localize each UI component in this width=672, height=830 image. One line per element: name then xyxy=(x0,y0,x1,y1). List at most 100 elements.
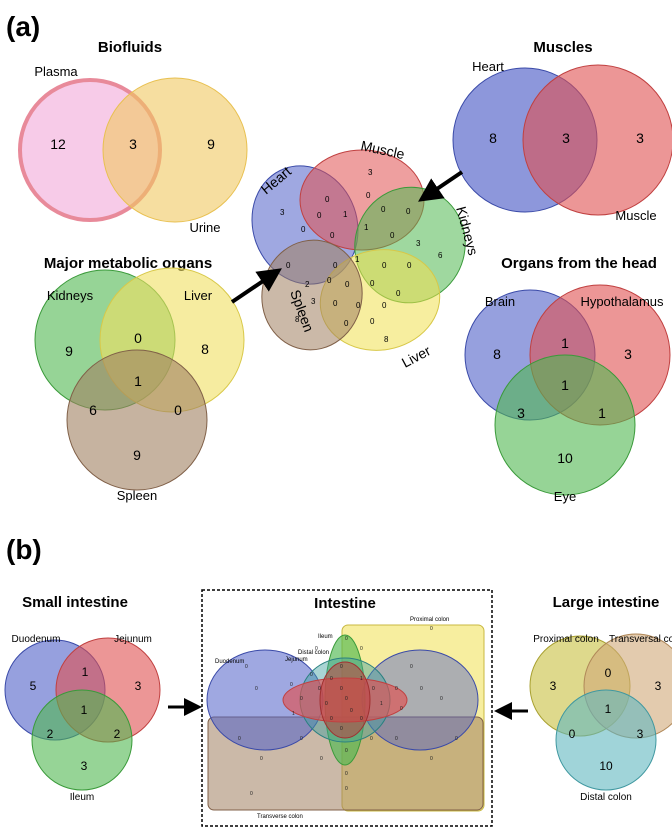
intestine-count: 0 xyxy=(330,676,333,682)
five-count: 0 xyxy=(330,231,335,240)
brain-label: Brain xyxy=(485,294,515,309)
plasma-label: Plasma xyxy=(34,64,78,79)
five-count: 0 xyxy=(317,211,322,220)
intestine-count: 0 xyxy=(345,786,348,792)
head-count-eye: 10 xyxy=(557,450,573,466)
kidneys-label: Kidneys xyxy=(47,288,94,303)
intestine-count: 0 xyxy=(360,716,363,722)
five-count: 0 xyxy=(333,299,338,308)
intestine-label-proximal-colon: Proximal colon xyxy=(410,617,449,623)
five-count: 0 xyxy=(390,231,395,240)
spleen-circle xyxy=(66,349,208,491)
ileum-circle xyxy=(31,689,133,791)
intestine-count: 0 xyxy=(300,736,303,742)
five-way-venn: Heart Muscle Kidneys Liver Spleen 3 3 6 … xyxy=(251,137,481,371)
five-count: 0 xyxy=(327,276,332,285)
transversal-colon-label: Transversal colon xyxy=(609,634,672,645)
urine-circle xyxy=(102,77,248,223)
small-intestine-title: Small intestine xyxy=(22,594,128,611)
five-count: 0 xyxy=(381,205,386,214)
five-count: 0 xyxy=(344,319,349,328)
intestine-count: 0 xyxy=(320,756,323,762)
large-count-proximal-distal: 0 xyxy=(569,727,576,741)
large-count-transversal: 3 xyxy=(655,679,662,693)
intestine-count: 0 xyxy=(260,756,263,762)
intestine-count: 0 xyxy=(372,686,375,692)
intestine-count: 0 xyxy=(310,672,313,678)
intestine-title: Intestine xyxy=(314,595,376,612)
spleen-label: Spleen xyxy=(117,488,157,503)
intestine-count: 1 xyxy=(380,701,383,707)
small-count-duodenum-ileum: 2 xyxy=(47,727,54,741)
five-count: 0 xyxy=(356,301,361,310)
small-count-jejunum-ileum: 2 xyxy=(114,727,121,741)
muscle-circle xyxy=(522,64,672,216)
head-count-brain-hypothalamus: 1 xyxy=(561,335,569,351)
large-count-proximal-transversal: 0 xyxy=(605,666,612,680)
proximal-colon-label: Proximal colon xyxy=(533,634,599,645)
metabolic-count-kidneys-liver: 0 xyxy=(134,330,142,346)
intestine-count: 0 xyxy=(238,736,241,742)
arrow-muscles-to-five xyxy=(418,170,464,202)
large-count-proximal: 3 xyxy=(550,679,557,693)
five-count: 0 xyxy=(301,225,306,234)
panel-a-label: (a) xyxy=(6,11,40,42)
urine-label: Urine xyxy=(189,220,220,235)
intestine-count: 0 xyxy=(250,791,253,797)
heart-label: Heart xyxy=(472,59,504,74)
intestine-count: 0 xyxy=(300,696,303,702)
head-count-hypothalamus: 3 xyxy=(624,346,632,362)
intestine-count: 0 xyxy=(395,686,398,692)
small-intestine-venn: Small intestine Duodenum Jejunum Ileum 5… xyxy=(4,594,161,803)
five-count: 0 xyxy=(333,261,338,270)
distal-colon-circle xyxy=(555,689,657,791)
five-count: 0 xyxy=(382,301,387,310)
urine-only-count: 9 xyxy=(207,136,215,152)
duodenum-label: Duodenum xyxy=(12,634,61,645)
intestine-label-duodenum: Duodenum xyxy=(215,659,244,665)
five-count: 0 xyxy=(370,279,375,288)
five-count: 6 xyxy=(438,251,443,260)
intestine-count: 0 xyxy=(420,686,423,692)
metabolic-count-spleen: 9 xyxy=(133,447,141,463)
muscles-venn: Muscles Heart Muscle 8 3 3 xyxy=(452,39,672,223)
five-count: 2 xyxy=(305,280,310,289)
five-count: 8 xyxy=(295,315,300,324)
intestine-count: 0 xyxy=(430,756,433,762)
intestine-count: 0 xyxy=(440,696,443,702)
head-title: Organs from the head xyxy=(501,255,657,272)
liver-label: Liver xyxy=(184,288,213,303)
small-count-duodenum-jejunum: 1 xyxy=(82,665,89,679)
metabolic-count-kidneys: 9 xyxy=(65,343,73,359)
biofluids-venn: Biofluids Plasma Urine 12 3 9 xyxy=(18,39,248,235)
five-count: 3 xyxy=(416,239,421,248)
biofluids-shared-count: 3 xyxy=(129,136,137,152)
intestine-count: 0 xyxy=(455,736,458,742)
five-count: 0 xyxy=(345,280,350,289)
intestine-count: 0 xyxy=(400,706,403,712)
five-count: 0 xyxy=(286,261,291,270)
five-count: 8 xyxy=(384,335,389,344)
intestine-count: 0 xyxy=(290,682,293,688)
jejunum-shape-v xyxy=(319,661,371,739)
small-count-duodenum: 5 xyxy=(30,679,37,693)
intestine-label-jejunum: Jejunum xyxy=(285,657,308,663)
intestine-count: 1 xyxy=(292,711,295,717)
five-count: 1 xyxy=(343,210,348,219)
hypothalamus-label: Hypothalamus xyxy=(580,294,664,309)
eye-circle xyxy=(494,354,636,496)
intestine-count: 0 xyxy=(350,708,353,714)
five-count: 0 xyxy=(407,261,412,270)
large-count-all: 1 xyxy=(605,702,612,716)
intestine-label-ileum: Ileum xyxy=(318,634,333,640)
ileum-label: Ileum xyxy=(70,792,94,803)
intestine-count: 0 xyxy=(315,646,318,652)
intestine-count: 0 xyxy=(325,701,328,707)
large-intestine-title: Large intestine xyxy=(553,594,660,611)
plasma-only-count: 12 xyxy=(50,136,66,152)
head-count-all: 1 xyxy=(561,377,569,393)
intestine-venn: Intestine Duodenum Jejunum Ileum Distal … xyxy=(201,589,493,827)
large-intestine-venn: Large intestine Proximal colon Transvers… xyxy=(529,594,672,803)
head-count-brain: 8 xyxy=(493,346,501,362)
